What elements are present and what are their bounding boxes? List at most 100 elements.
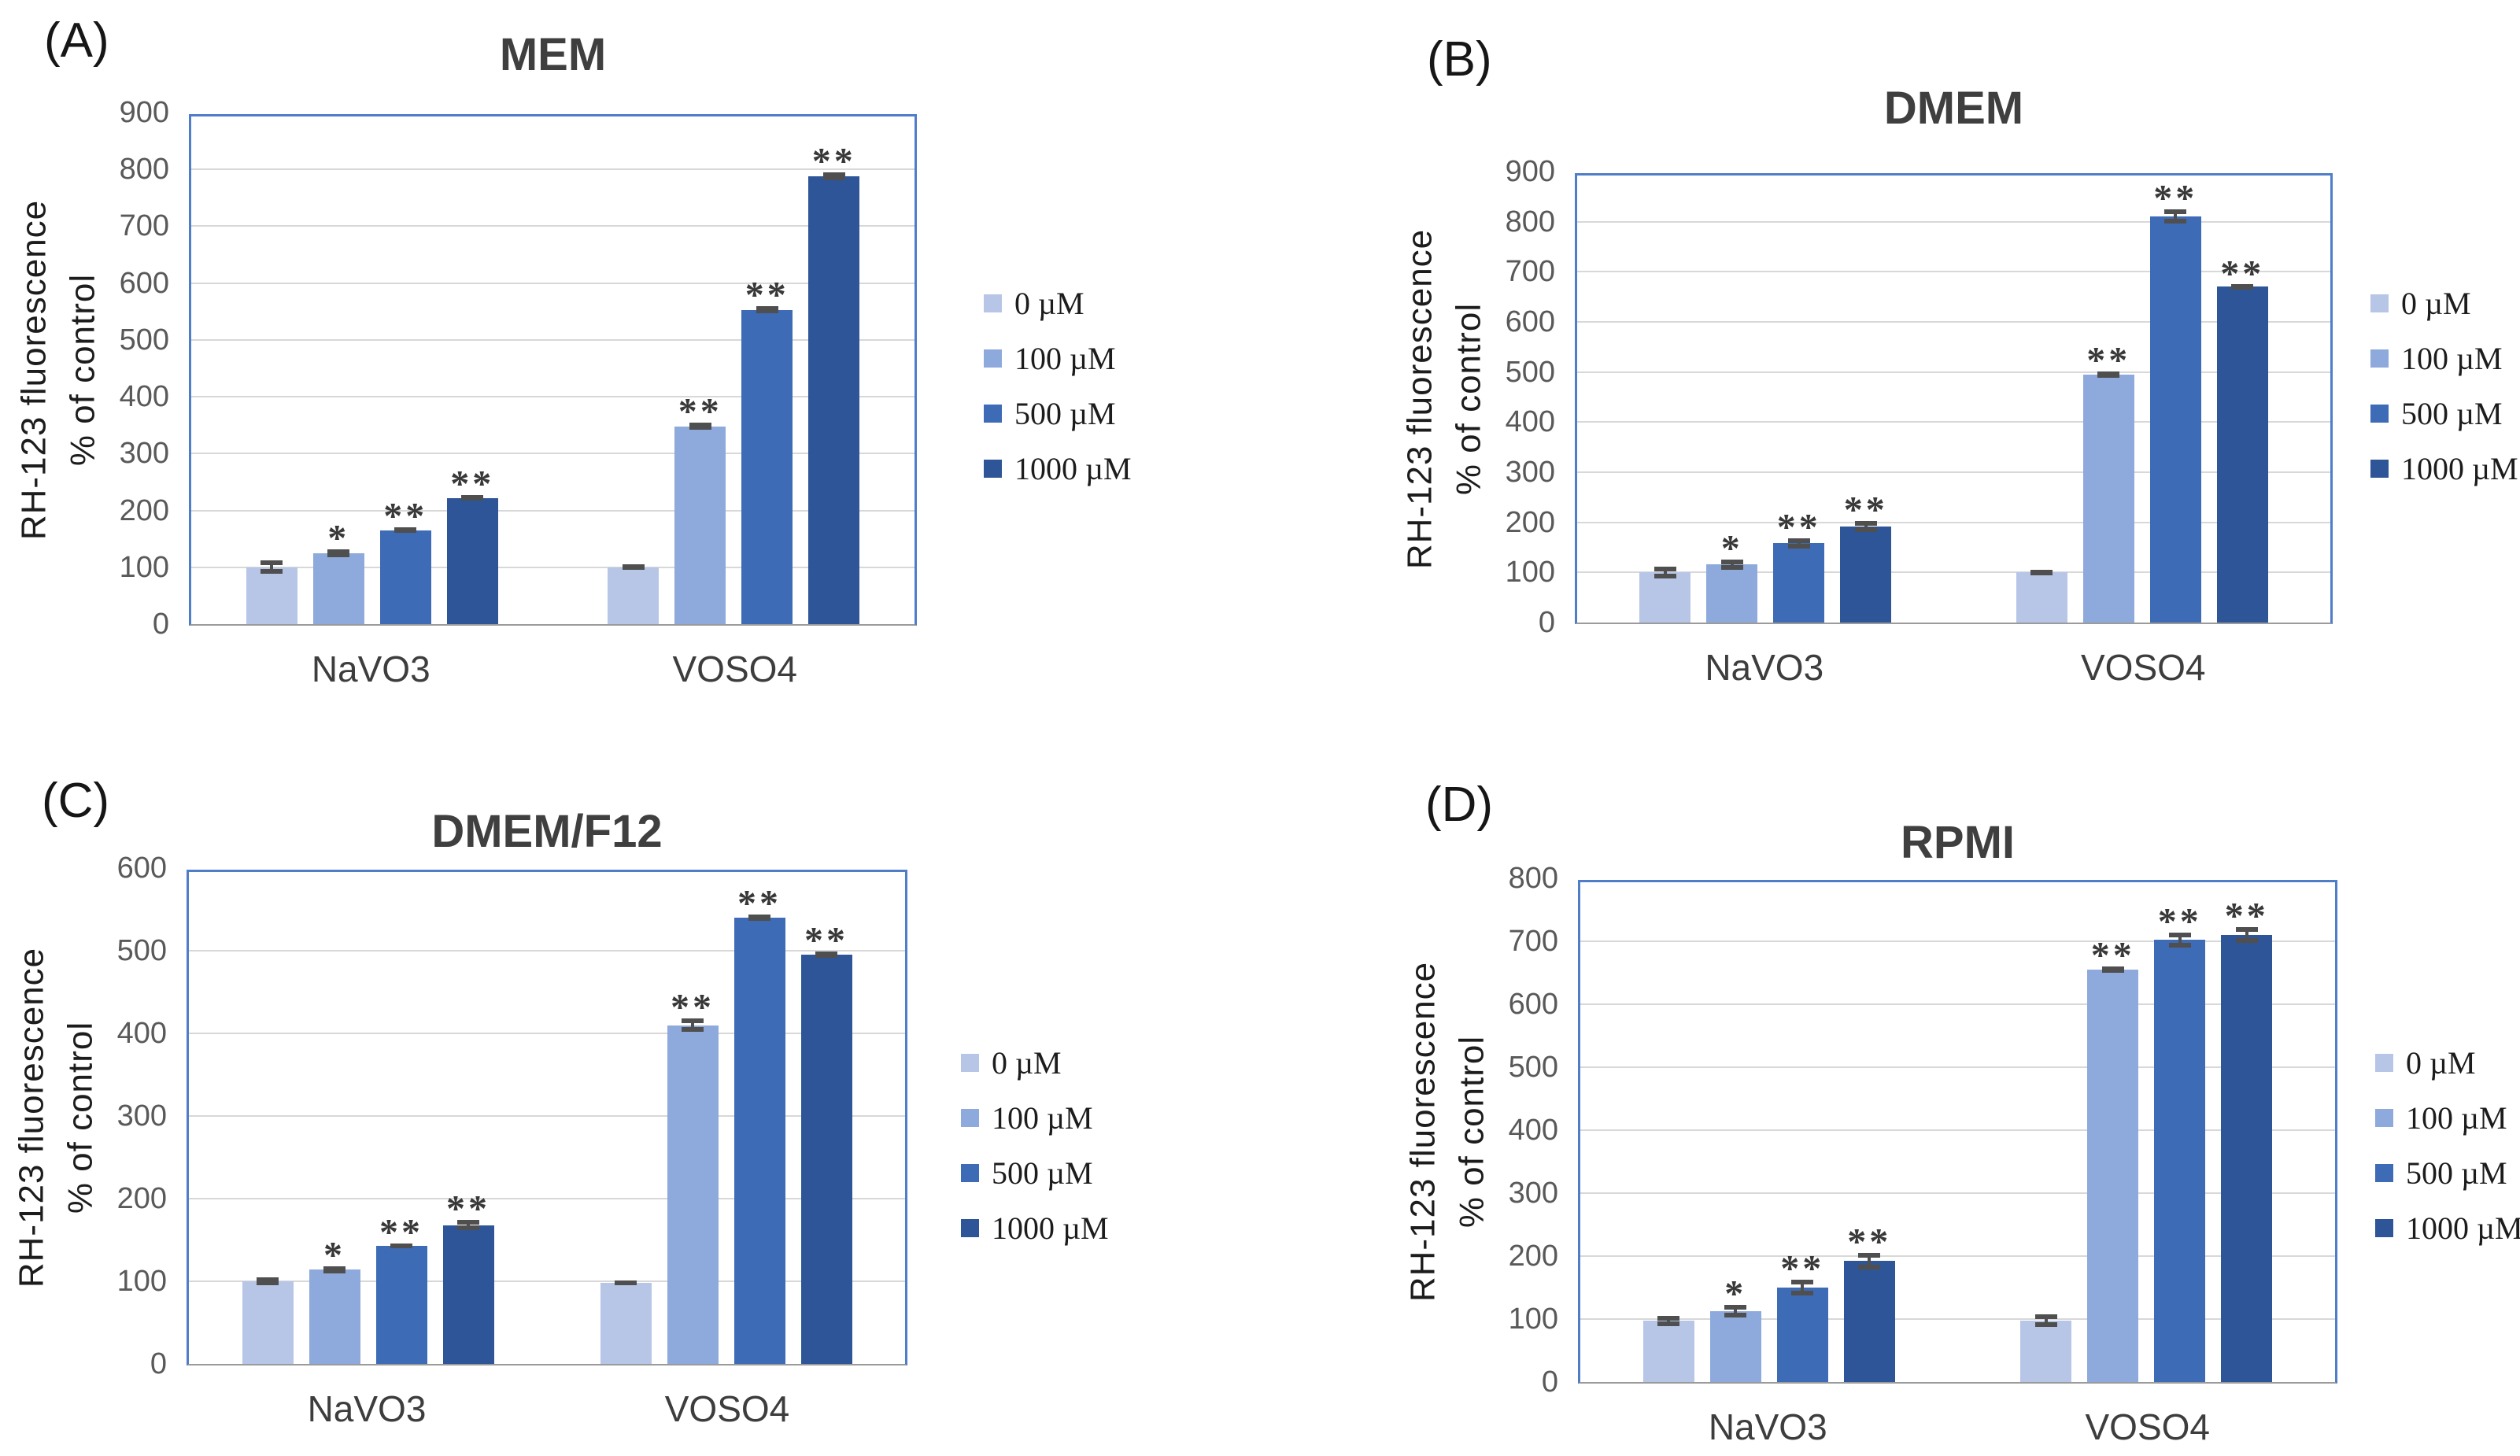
error-bar-stem [2174, 209, 2178, 224]
significance-marker: * [1720, 527, 1743, 570]
bar-group-voso4: ** ** ** [553, 116, 915, 624]
error-bar-stem [1734, 1305, 1738, 1318]
bar-navo3-1000um: ** [442, 1190, 494, 1364]
error-bar-cap-bottom [323, 1268, 345, 1273]
legend-item-label: 1000 µM [992, 1210, 1109, 1246]
error-bar-cap-bottom [689, 425, 711, 430]
error-bar-stem [1864, 520, 1868, 532]
legend-item: 0 µM [2375, 1045, 2520, 1081]
bar-navo3-1000um: ** [1840, 491, 1892, 623]
gridline [1580, 1318, 2335, 1320]
bar-groups: * ** ** ** ** ** [191, 116, 915, 624]
gridline [189, 950, 905, 952]
legend-swatch [984, 294, 1002, 312]
error-bar-cap-bottom [815, 953, 837, 959]
significance-marker: * [323, 1234, 345, 1277]
y-tick-label: 100 [1508, 1303, 1558, 1336]
legend-item-label: 500 µM [2406, 1155, 2507, 1191]
plot-area: * ** ** ** ** ** [1578, 880, 2337, 1384]
significance-marker: ** [379, 1211, 423, 1254]
y-tick-label: 300 [119, 437, 169, 471]
y-tick-label: 900 [119, 96, 169, 129]
error-bar-cap-top [1854, 520, 1877, 526]
y-tick-label: 200 [1505, 505, 1555, 539]
gridline [1577, 271, 2330, 273]
y-tick-label: 700 [1508, 925, 1558, 958]
error-bar [1720, 559, 1743, 570]
error-bar [260, 560, 283, 575]
gridline [191, 338, 915, 341]
error-bar-cap-bottom [756, 308, 778, 313]
error-bar-stem [691, 1018, 694, 1032]
error-bar-cap-bottom [327, 552, 350, 557]
error-bar-stem [1797, 538, 1801, 549]
error-bar-stem [2245, 927, 2248, 943]
error-bar-cap-top [1791, 1279, 1814, 1284]
significance-marker: ** [2157, 900, 2202, 943]
bar-groups: * ** ** ** ** ** [1580, 882, 2335, 1382]
error-bar-cap-top [1724, 1305, 1747, 1310]
x-category-label: VOSO4 [2080, 647, 2206, 688]
y-tick-label: 100 [116, 1265, 167, 1298]
chart-title: DMEM [1883, 83, 2024, 134]
error-bar [815, 952, 837, 959]
legend: 0 µM 100 µM 500 µM 1000 µM [2375, 1045, 2520, 1246]
error-bar-cap-top [457, 1220, 479, 1225]
y-tick-label: 500 [119, 323, 169, 357]
error-bar [1657, 1316, 1680, 1326]
error-bar-cap-top [2168, 932, 2191, 937]
panel-label: (C) [42, 774, 110, 828]
legend-item: 0 µM [2370, 286, 2518, 321]
y-tick-label: 400 [119, 380, 169, 414]
error-bar [689, 423, 711, 430]
y-tick-label: 500 [116, 934, 167, 967]
legend-item: 100 µM [984, 341, 1132, 376]
error-bar-stem [270, 560, 274, 575]
error-bar [822, 172, 845, 180]
error-bar-cap-bottom [822, 175, 845, 180]
gridline [191, 566, 915, 568]
y-tick-label: 400 [116, 1017, 167, 1050]
significance-marker: ** [1843, 489, 1888, 531]
error-bar-stem [1667, 1316, 1671, 1326]
panel-label: (A) [44, 13, 109, 68]
error-bar-cap-bottom [1720, 564, 1743, 570]
legend-item-label: 100 µM [992, 1099, 1093, 1136]
y-axis-label-line1: RH-123 fluorescence [14, 199, 54, 541]
error-bar [1654, 566, 1676, 578]
gridline [1577, 571, 2330, 574]
bar-voso4-100um: ** [667, 989, 719, 1364]
error-bar-cap-bottom [257, 1280, 279, 1286]
error-bar [2168, 932, 2191, 948]
error-bar [390, 1243, 412, 1249]
chart-panel-a: (A) MEM RH-123 fluorescence % of control 0 10… [0, 0, 1260, 728]
significance-marker: ** [2224, 895, 2269, 937]
legend-item: 100 µM [2370, 341, 2518, 376]
legend-item-label: 1000 µM [2406, 1210, 2520, 1246]
significance-marker: ** [745, 274, 789, 316]
gridline [1580, 1003, 2335, 1005]
bar-navo3-100um: * [309, 1236, 360, 1364]
legend-swatch [2375, 1108, 2393, 1127]
y-axis-label-line2: % of control [64, 273, 102, 467]
legend-item-label: 500 µM [2401, 395, 2503, 431]
legend-item: 1000 µM [2370, 451, 2518, 486]
error-bar-cap-bottom [2235, 937, 2258, 943]
gridline [189, 1115, 905, 1117]
y-tick-label: 300 [1505, 456, 1555, 489]
error-bar-cap-bottom [2030, 570, 2053, 575]
error-bar [615, 1280, 637, 1286]
y-tick-label: 800 [119, 153, 169, 187]
gridline [1580, 1129, 2335, 1131]
error-bar-cap-bottom [2168, 943, 2191, 948]
legend-item: 1000 µM [984, 451, 1132, 486]
gridline [191, 509, 915, 512]
error-bar-stem [1730, 559, 1734, 570]
bar-groups: * ** ** ** ** ** [189, 872, 905, 1364]
error-bar-cap-bottom [1657, 1321, 1680, 1326]
legend-item-label: 100 µM [2406, 1099, 2507, 1136]
legend-swatch [984, 459, 1002, 478]
error-bar [1791, 1279, 1814, 1296]
y-tick-label: 500 [1505, 355, 1555, 389]
y-tick-label: 900 [1505, 155, 1555, 188]
